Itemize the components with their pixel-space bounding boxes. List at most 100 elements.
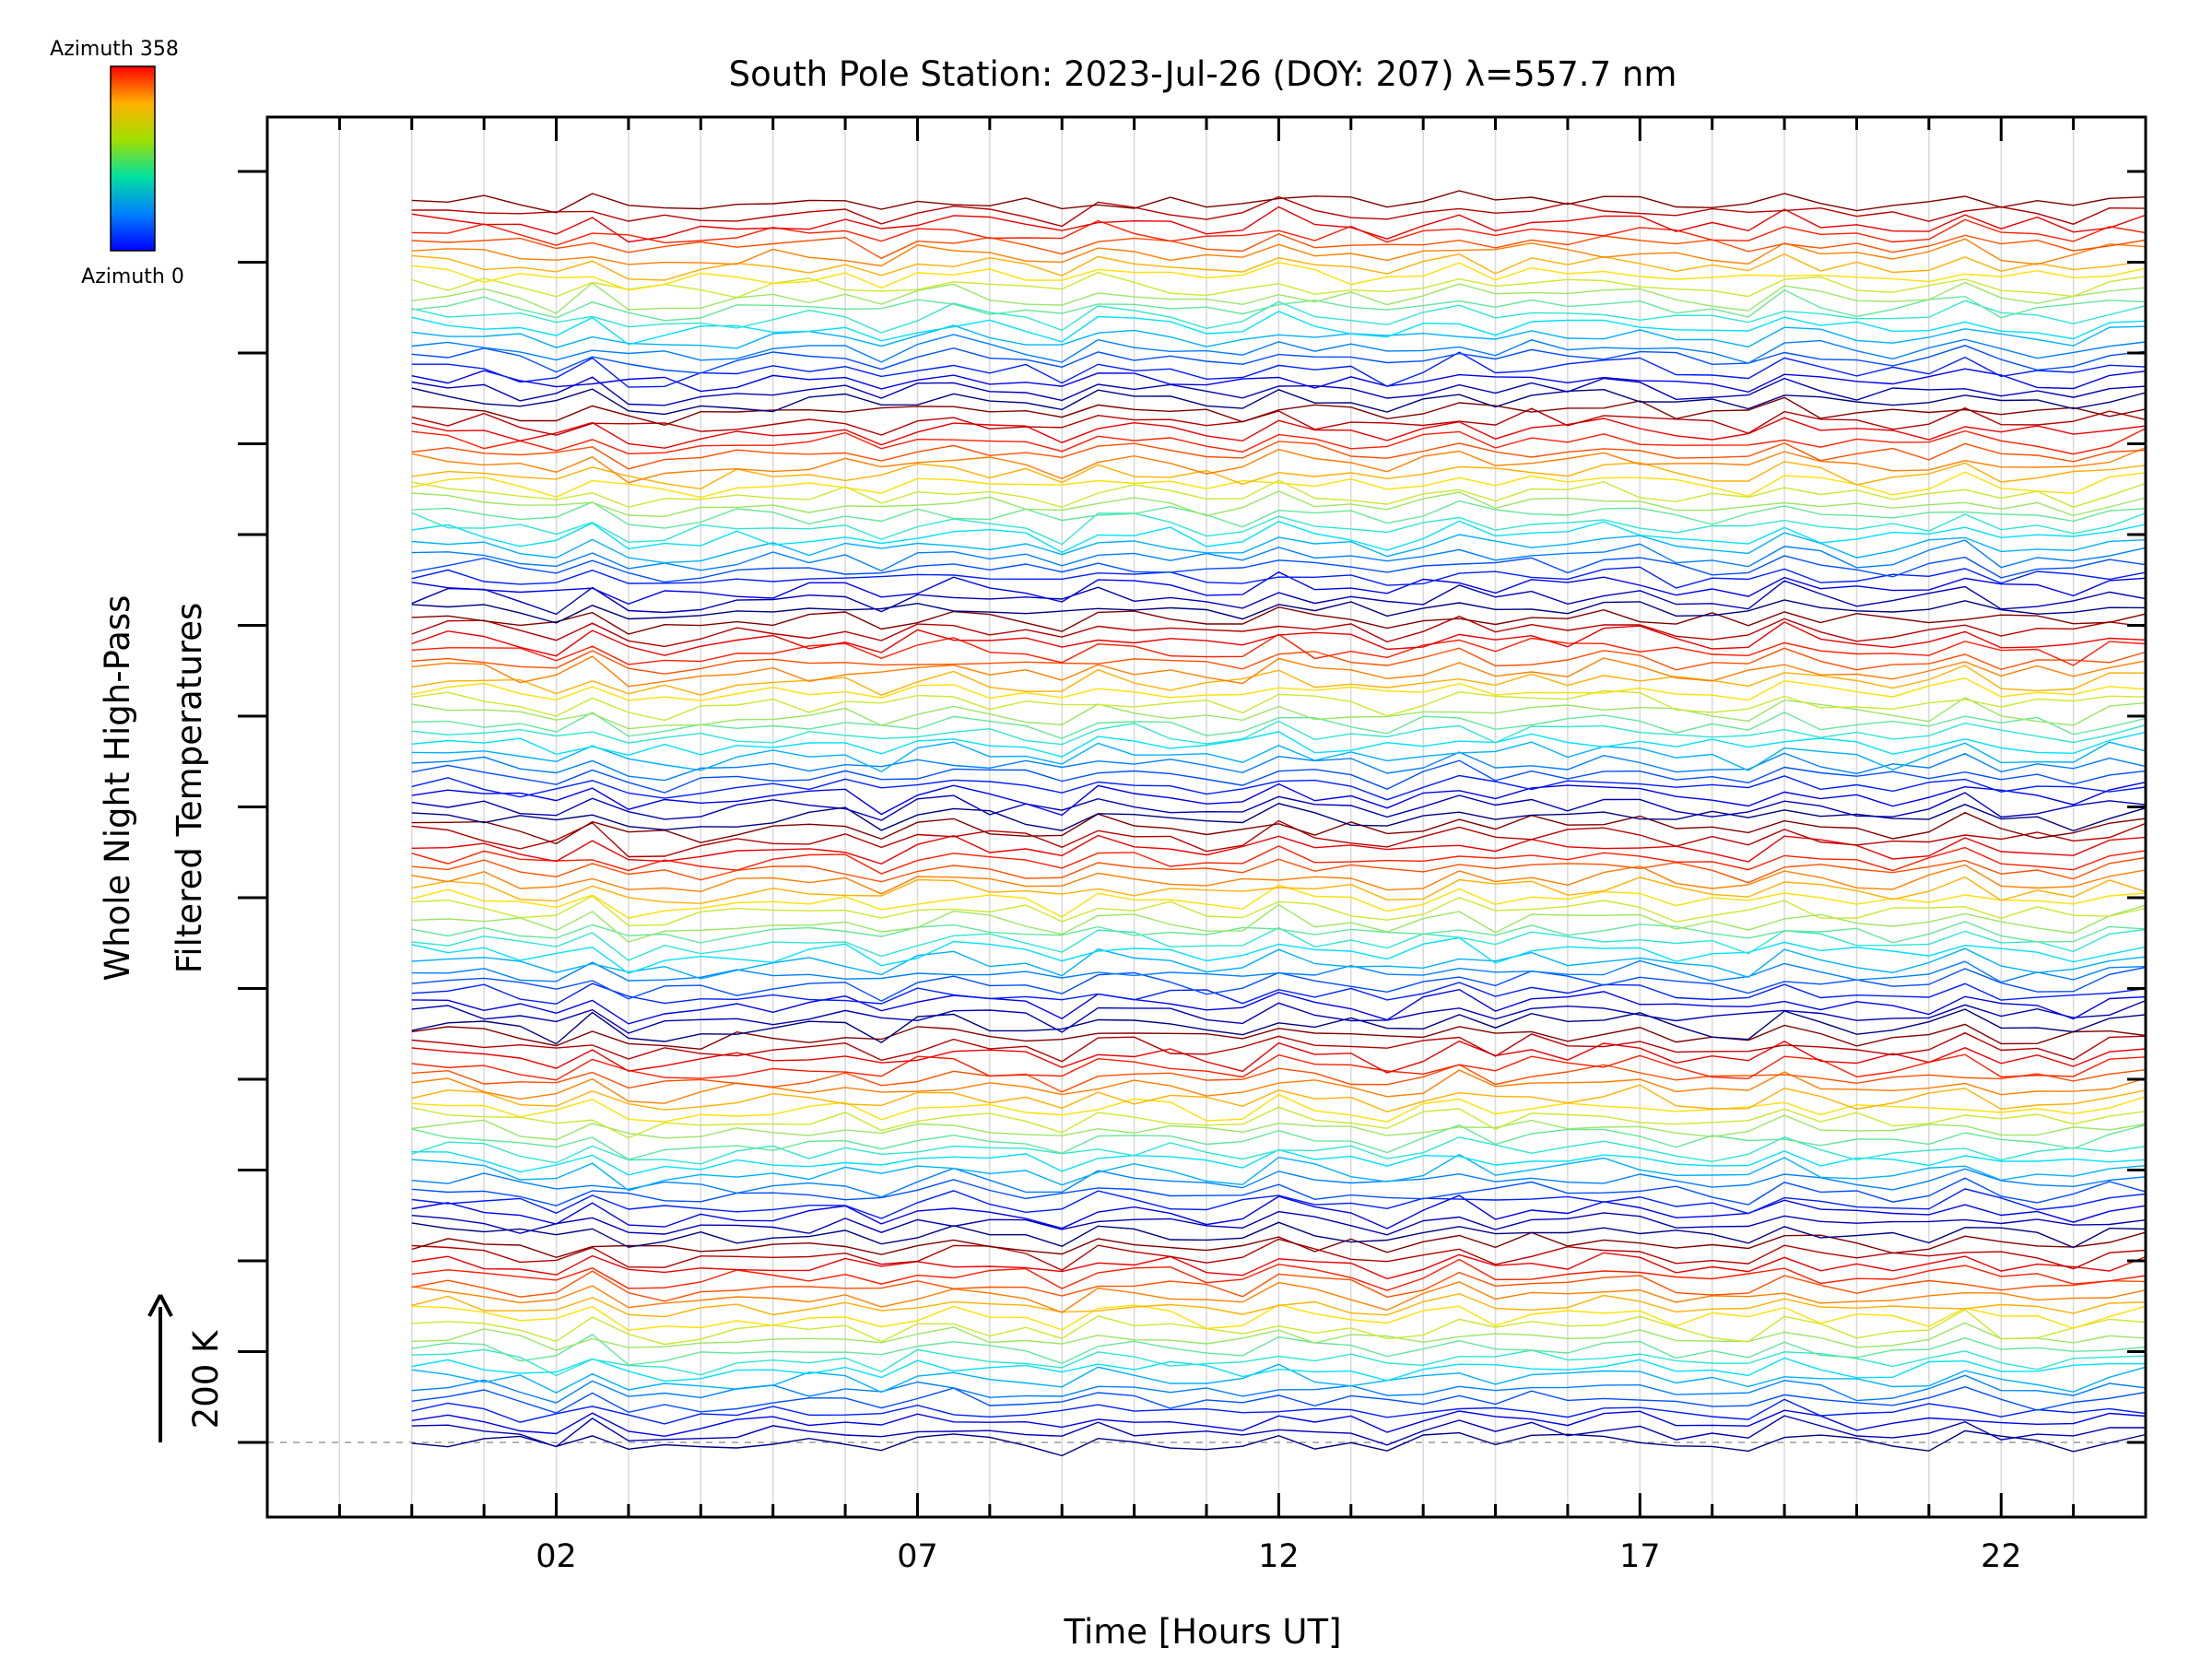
series-line [411, 1409, 2147, 1438]
series-line [411, 271, 2147, 299]
series-line [411, 1040, 2147, 1074]
x-tick-label: 07 [897, 1538, 938, 1575]
series-line [411, 233, 2147, 260]
series-line [411, 238, 2147, 267]
series-line [411, 621, 2147, 657]
scale-label: 200 K [186, 1329, 226, 1429]
series-line [411, 500, 2147, 529]
series-line [411, 1309, 2147, 1346]
series-line [411, 876, 2147, 904]
series-line [411, 387, 2147, 416]
series-line [411, 774, 2147, 801]
series-line [411, 428, 2147, 455]
series-line [411, 1153, 2147, 1192]
vertical-grid [338, 117, 2075, 1517]
series-line [411, 1194, 2147, 1230]
series-line [411, 532, 2147, 564]
series-line [411, 792, 2147, 821]
series-line [411, 884, 2147, 919]
series-group [411, 190, 2147, 1457]
series-line [411, 1258, 2147, 1291]
series-line [411, 895, 2147, 927]
series-line [411, 633, 2147, 666]
series-line [411, 926, 2147, 961]
series-line [411, 1348, 2147, 1377]
series-line [411, 206, 2147, 243]
series-line [411, 1084, 2147, 1113]
series-line [411, 566, 2147, 589]
series-line [411, 759, 2147, 794]
series-line [411, 1188, 2147, 1219]
series-line [411, 1270, 2147, 1302]
series-line [411, 1385, 2147, 1414]
series-line [411, 665, 2147, 696]
series-line [411, 571, 2147, 606]
series-line [411, 677, 2147, 701]
series-line [411, 555, 2147, 583]
series-line [411, 520, 2147, 553]
axes-ticks [238, 117, 2146, 1517]
series-line [411, 1124, 2147, 1160]
series-line [411, 947, 2147, 980]
series-line [411, 741, 2147, 772]
x-tick-label: 22 [1981, 1538, 2022, 1575]
series-line [411, 1031, 2147, 1063]
series-line [411, 580, 2147, 616]
series-line [411, 324, 2147, 349]
series-line [411, 803, 2147, 832]
series-line [411, 1093, 2147, 1123]
series-line [411, 1374, 2147, 1404]
series-line [411, 345, 2147, 374]
series-line [411, 1281, 2147, 1313]
x-tick-labels: 02 07 12 17 22 [535, 1538, 2021, 1575]
series-line [411, 461, 2147, 490]
series-line [411, 1415, 2146, 1448]
series-line [411, 1114, 2147, 1141]
series-line [411, 1292, 2147, 1318]
x-axis-label: Time [Hours UT] [1063, 1612, 1341, 1652]
series-line [411, 731, 2147, 758]
series-line [411, 1053, 2147, 1081]
series-line [411, 406, 2147, 436]
series-line [411, 1322, 2147, 1351]
series-line [411, 1023, 2147, 1051]
series-line [411, 1363, 2147, 1394]
series-line [411, 599, 2147, 624]
y-axis-label-line2: Filtered Temperatures [170, 603, 209, 973]
series-line [411, 1064, 2147, 1093]
series-line [411, 261, 2147, 291]
series-line [411, 195, 2147, 228]
colorbar [110, 65, 156, 252]
series-line [411, 300, 2147, 334]
series-line [411, 856, 2147, 884]
series-line [411, 1106, 2147, 1139]
series-line [411, 281, 2147, 314]
series-line [411, 311, 2147, 346]
series-line [411, 903, 2147, 943]
series-line [411, 615, 2147, 648]
series-line [411, 921, 2147, 944]
series-line [411, 288, 2147, 322]
series-line [411, 190, 2147, 214]
x-tick-label: 12 [1258, 1538, 1300, 1575]
series-line [411, 782, 2147, 817]
series-line [411, 417, 2147, 449]
series-line [411, 376, 2147, 406]
series-line [411, 982, 2147, 1006]
series-line [411, 864, 2147, 895]
series-line [411, 512, 2147, 546]
series-line [411, 539, 2147, 572]
series-line [411, 959, 2147, 983]
series-line [411, 1357, 2147, 1382]
series-line [411, 988, 2147, 1025]
series-line [411, 647, 2147, 675]
scale-arrow-head [147, 1294, 173, 1317]
series-line [411, 334, 2147, 364]
series-line [411, 1398, 2147, 1425]
series-line [411, 1136, 2147, 1165]
chart-title: South Pole Station: 2023-Jul-26 (DOY: 20… [729, 54, 1677, 94]
series-line [411, 253, 2147, 281]
series-line [411, 1221, 2147, 1249]
x-tick-label: 02 [535, 1538, 577, 1575]
